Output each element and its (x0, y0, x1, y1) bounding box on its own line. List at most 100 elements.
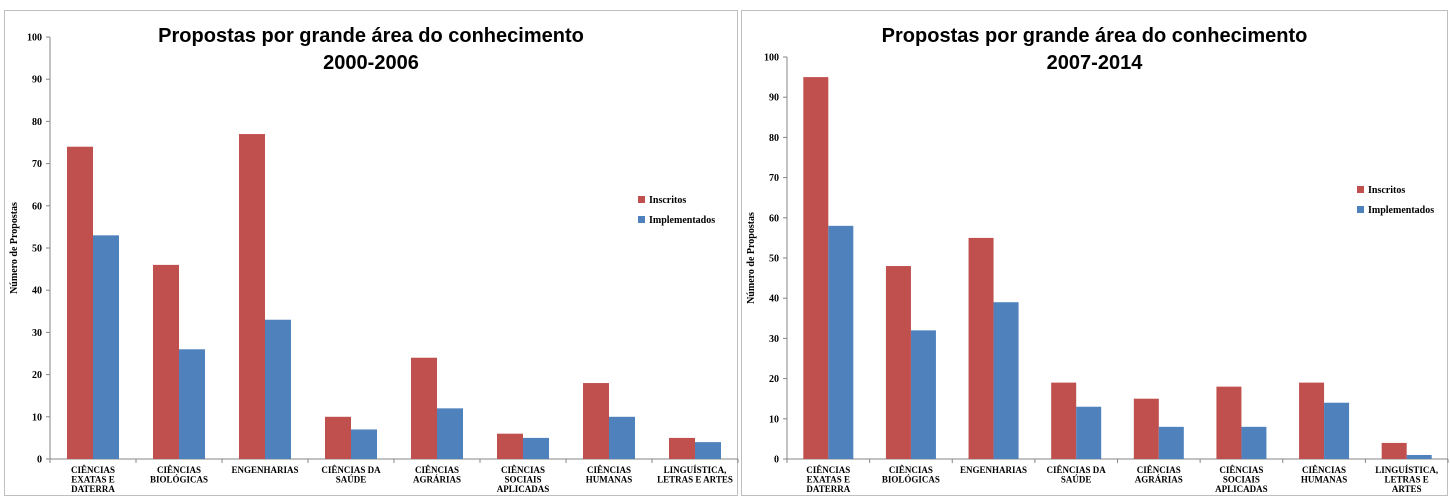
x-category-label: CIÊNCIAS DA SAÚDE (1047, 465, 1107, 485)
bar-inscritos-1 (67, 146, 93, 459)
y-tick-label: 10 (32, 412, 42, 423)
x-category-label-line: HUMANAS (586, 475, 633, 485)
x-category-label: ENGENHARIAS (960, 465, 1027, 475)
y-tick-label: 80 (32, 117, 42, 128)
x-category-label: CIÊNCIAS HUMANAS (1301, 465, 1348, 485)
bar-chart-2000-2006: 0 10 20 30 40 50 60 70 80 90 100 Número de Proposta… (9, 33, 739, 494)
x-category-label: CIÊNCIAS BIOLÓGICAS (882, 465, 940, 485)
bar-implementados-4 (351, 429, 377, 459)
y-tick-label: 40 (769, 294, 779, 305)
x-category-label-line: SOCIAIS (504, 475, 541, 485)
bar-inscritos-3 (239, 134, 265, 459)
legend-swatch-implementados (1357, 206, 1364, 213)
x-category-label-line: HUMANAS (1301, 475, 1348, 485)
x-category-label-line: LETRAS E (1385, 475, 1429, 485)
legend-label-implementados: Implementados (649, 215, 715, 226)
x-category-label-line: CIÊNCIAS (806, 465, 850, 475)
x-category-label-line: CIÊNCIAS (1219, 465, 1263, 475)
chart-title: Propostas por grande área do conheciment… (5, 23, 737, 77)
x-category-label: CIÊNCIAS EXATAS E DATERRA (806, 465, 850, 494)
legend-label-inscritos: Inscritos (1368, 185, 1405, 196)
x-category-label: CIÊNCIAS EXATAS E DATERRA (71, 465, 115, 494)
x-category-label-line: DATERRA (806, 484, 850, 494)
y-tick-label: 40 (32, 286, 42, 297)
chart-title-period: 2000-2006 (323, 52, 419, 74)
x-category-label-line: ENGENHARIAS (960, 465, 1027, 475)
x-category-label-line: CIÊNCIAS DA (1047, 465, 1107, 475)
legend-label-implementados: Implementados (1368, 205, 1434, 216)
y-axis-title: Número de Propostas (9, 202, 20, 294)
bar-inscritos-1 (803, 77, 829, 459)
x-category-label: CIÊNCIAS SOCIAIS APLICADAS (1215, 465, 1268, 494)
y-tick-label: 100 (27, 33, 42, 44)
bar-implementados-1 (828, 225, 854, 459)
x-category-label-line: SOCIAIS (1223, 475, 1260, 485)
y-tick-label: 50 (769, 254, 779, 265)
x-category-label-line: SAÚDE (1061, 475, 1092, 485)
y-tick-label: 70 (32, 159, 42, 170)
chart-panel-2000-2006: Propostas por grande área do conheciment… (4, 10, 739, 496)
bar-inscritos-5 (411, 357, 437, 459)
legend-label-inscritos: Inscritos (649, 195, 686, 206)
y-tick-label: 30 (32, 328, 42, 339)
x-category-label-line: APLICADAS (1215, 484, 1268, 494)
bar-inscritos-4 (1051, 382, 1077, 459)
chart-title-main: Propostas por grande área do conheciment… (158, 25, 584, 47)
bar-implementados-8 (1406, 454, 1432, 459)
y-tick-label: 90 (32, 75, 42, 86)
bar-implementados-7 (609, 416, 635, 459)
bar-implementados-8 (695, 442, 721, 459)
bar-implementados-5 (1158, 426, 1184, 459)
x-category-label-line: BIOLÓGICAS (150, 475, 208, 485)
bar-implementados-2 (179, 349, 205, 459)
x-category-label: CIÊNCIAS HUMANAS (586, 465, 633, 485)
y-tick-label: 0 (774, 455, 779, 466)
y-tick-label: 60 (769, 213, 779, 224)
y-axis-title: Número de Propostas (746, 212, 757, 304)
x-category-label: CIÊNCIAS SOCIAIS APLICADAS (497, 465, 550, 494)
bar-inscritos-4 (325, 416, 351, 459)
chart-panel-2007-2014: Propostas por grande área do conheciment… (741, 10, 1449, 496)
x-category-label-line: CIÊNCIAS (889, 465, 933, 475)
bar-chart-2007-2014: 0 10 20 30 40 50 60 70 80 90 100 Número de Proposta… (746, 53, 1449, 494)
bar-inscritos-7 (1299, 382, 1325, 459)
x-category-label-line: CIÊNCIAS DA (321, 465, 381, 475)
x-category-label-line: SAÚDE (336, 475, 367, 485)
x-category-label-line: BIOLÓGICAS (882, 475, 940, 485)
legend-swatch-implementados (638, 216, 645, 223)
x-category-label: ENGENHARIAS (231, 465, 298, 475)
x-category-label-line: LINGUÍSTICA, (664, 465, 727, 475)
x-category-label-line: AGRÁRIAS (1135, 475, 1183, 485)
y-tick-label: 0 (37, 455, 42, 466)
x-category-label: CIÊNCIAS DA SAÚDE (321, 465, 381, 485)
x-category-label-line: CIÊNCIAS (501, 465, 545, 475)
bar-implementados-3 (265, 319, 291, 459)
chart-title: Propostas por grande área do conheciment… (742, 23, 1447, 77)
bar-implementados-4 (1076, 406, 1102, 459)
y-tick-label: 20 (32, 370, 42, 381)
bar-inscritos-2 (885, 266, 911, 459)
legend-swatch-inscritos (638, 196, 645, 203)
x-category-label-line: AGRÁRIAS (413, 475, 461, 485)
y-tick-label: 100 (764, 53, 779, 64)
bar-implementados-6 (523, 437, 549, 459)
x-category-label-line: DATERRA (71, 484, 115, 494)
x-category-label-line: ENGENHARIAS (231, 465, 298, 475)
x-category-label-line: LETRAS E ARTES (657, 475, 733, 485)
bar-inscritos-5 (1133, 398, 1159, 459)
bar-inscritos-6 (1216, 386, 1242, 459)
x-category-label: CIÊNCIAS AGRÁRIAS (1135, 465, 1183, 485)
chart-title-main: Propostas por grande área do conheciment… (881, 25, 1308, 47)
y-tick-label: 20 (769, 374, 779, 385)
chart-title-period: 2007-2014 (1046, 52, 1143, 74)
bar-implementados-1 (93, 235, 119, 459)
y-tick-label: 10 (769, 414, 779, 425)
bar-inscritos-2 (153, 264, 179, 459)
x-category-label-line: CIÊNCIAS (415, 465, 459, 475)
x-category-label-line: CIÊNCIAS (1302, 465, 1346, 475)
x-category-label-line: EXATAS E (71, 475, 114, 485)
y-tick-label: 30 (769, 334, 779, 345)
y-tick-label: 80 (769, 133, 779, 144)
x-category-label-line: CIÊNCIAS (71, 465, 115, 475)
x-category-label-line: CIÊNCIAS (587, 465, 631, 475)
